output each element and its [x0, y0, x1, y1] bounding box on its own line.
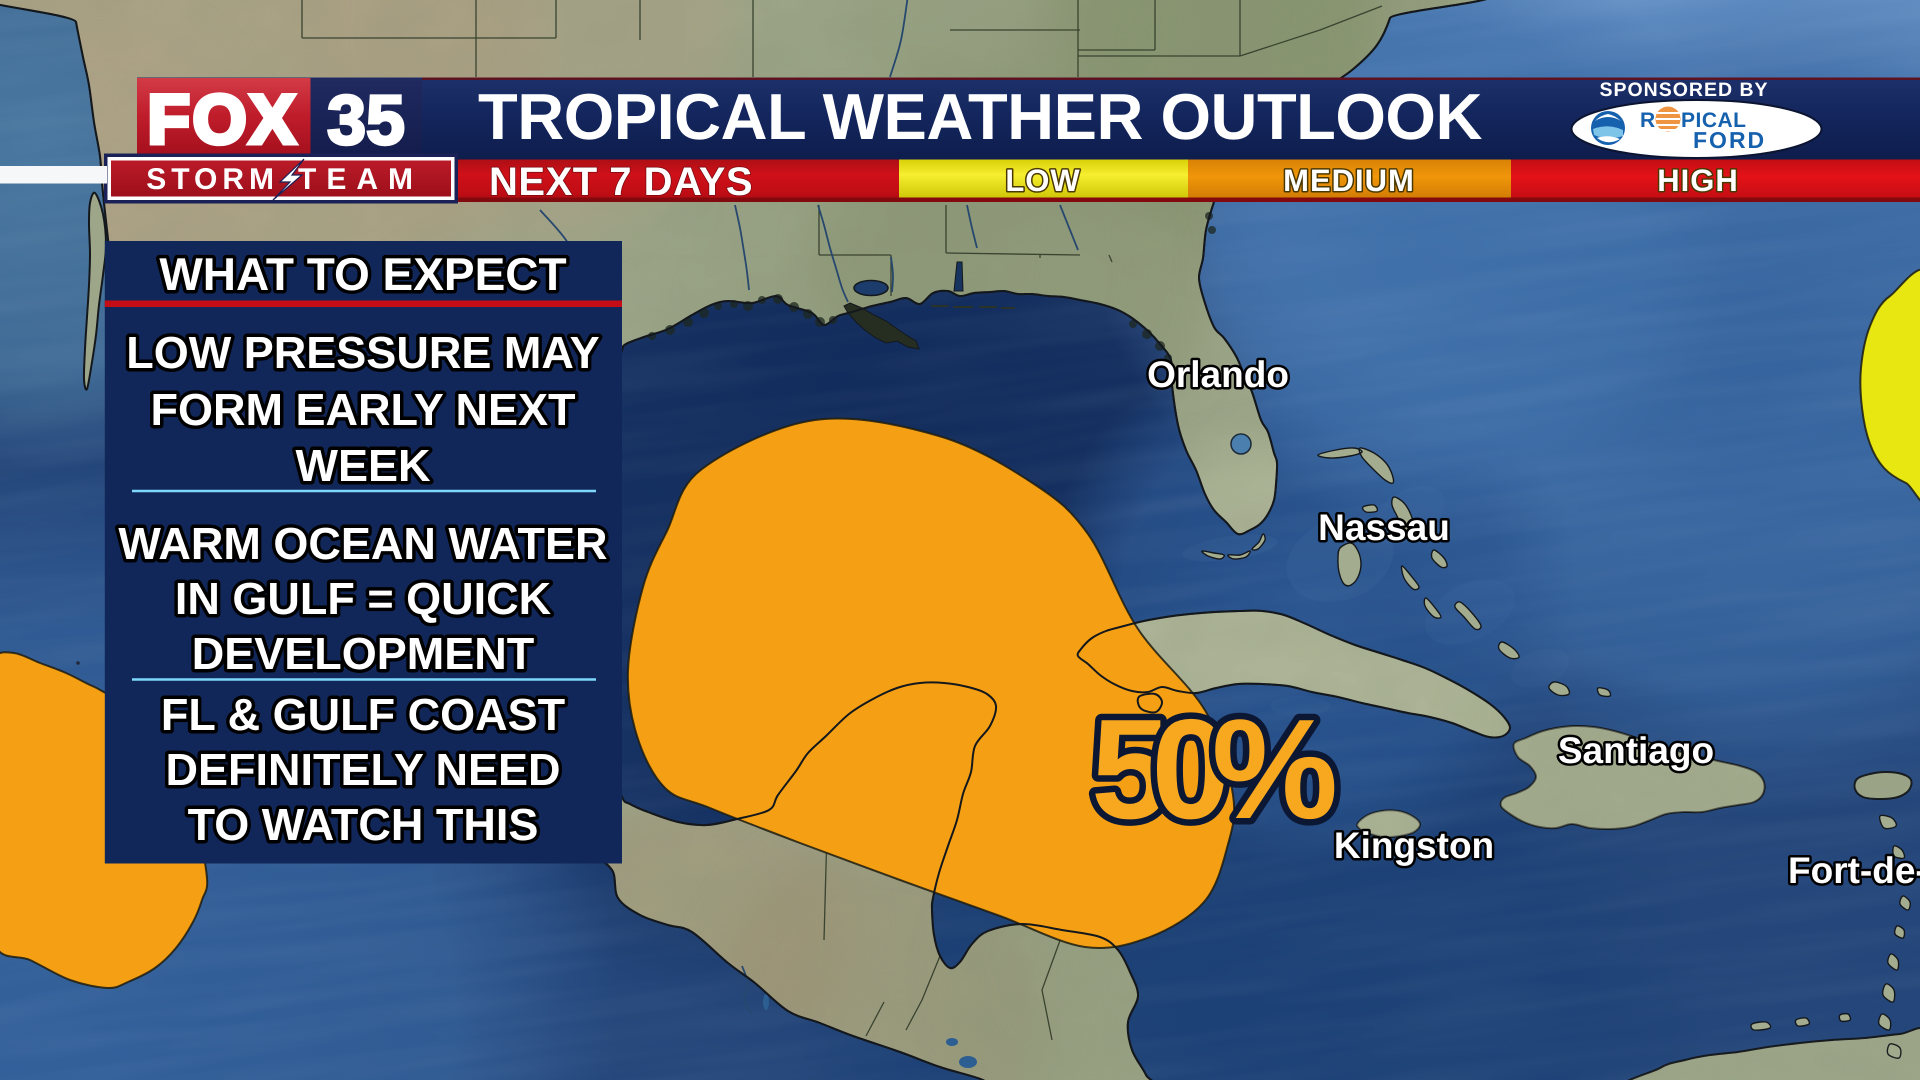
svg-text:DEVELOPMENT: DEVELOPMENT — [192, 628, 535, 679]
svg-text:FORD: FORD — [1693, 127, 1766, 153]
svg-text:TEAM: TEAM — [298, 163, 423, 196]
svg-text:Santiago: Santiago — [1558, 730, 1714, 771]
svg-text:35: 35 — [327, 81, 405, 159]
svg-text:NEXT 7 DAYS: NEXT 7 DAYS — [489, 160, 753, 204]
svg-text:Nassau: Nassau — [1318, 507, 1450, 548]
svg-text:WARM OCEAN WATER: WARM OCEAN WATER — [118, 518, 607, 569]
svg-text:Orlando: Orlando — [1147, 354, 1289, 395]
svg-text:LOW: LOW — [1005, 163, 1080, 198]
svg-text:50%: 50% — [1091, 690, 1335, 849]
svg-text:HIGH: HIGH — [1657, 163, 1739, 198]
svg-text:SPONSORED BY: SPONSORED BY — [1599, 79, 1768, 101]
svg-text:FORM EARLY NEXT: FORM EARLY NEXT — [150, 384, 575, 435]
svg-text:DEFINITELY NEED: DEFINITELY NEED — [165, 744, 560, 795]
svg-text:IN GULF = QUICK: IN GULF = QUICK — [175, 573, 552, 624]
svg-text:Kingston: Kingston — [1334, 825, 1494, 866]
svg-text:MEDIUM: MEDIUM — [1283, 163, 1415, 198]
svg-text:FL & GULF COAST: FL & GULF COAST — [161, 689, 565, 740]
svg-text:WEEK: WEEK — [296, 440, 432, 491]
svg-text:TO WATCH THIS: TO WATCH THIS — [188, 799, 539, 850]
svg-text:STORM: STORM — [146, 163, 279, 196]
svg-text:LOW PRESSURE MAY: LOW PRESSURE MAY — [126, 327, 599, 378]
svg-text:R: R — [1640, 109, 1655, 132]
svg-text:TROPICAL WEATHER OUTLOOK: TROPICAL WEATHER OUTLOOK — [478, 80, 1482, 153]
svg-text:FOX: FOX — [148, 81, 299, 158]
svg-text:WHAT TO EXPECT: WHAT TO EXPECT — [159, 248, 566, 300]
svg-text:Fort-de-France: Fort-de-France — [1788, 850, 1920, 891]
svg-text:PICAL: PICAL — [1681, 109, 1747, 132]
